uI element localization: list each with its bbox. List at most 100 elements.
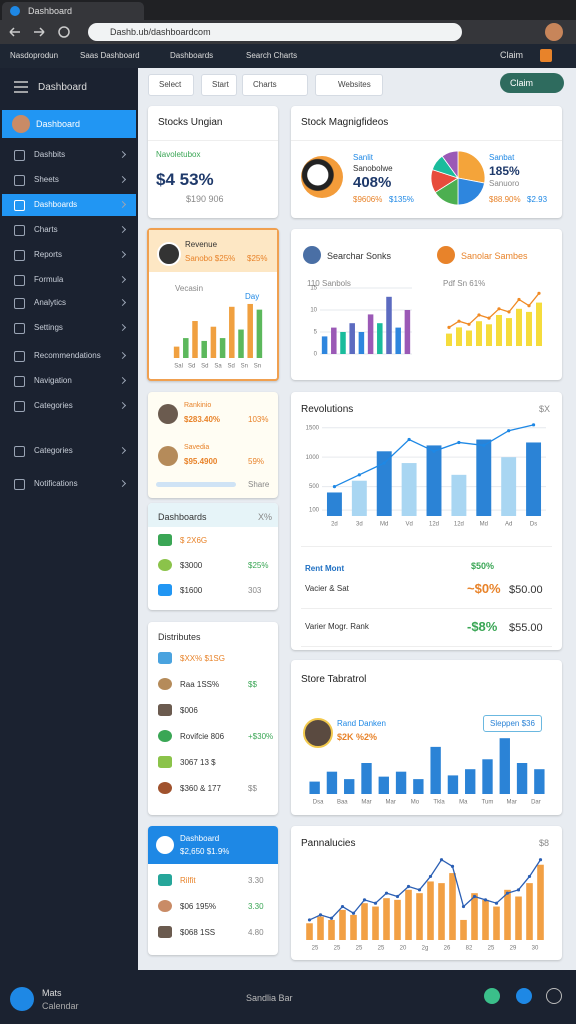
card-title: Store Tabratrol xyxy=(301,674,367,685)
chart-label: Pdf Sn 61% xyxy=(443,279,486,288)
badge: X% xyxy=(258,512,273,522)
nav-item[interactable]: Settings xyxy=(2,317,136,339)
claim-button[interactable]: Claim xyxy=(500,73,564,93)
bar xyxy=(427,881,434,940)
toolbar-button[interactable]: Charts xyxy=(242,74,308,96)
nav-item[interactable]: Dashboards xyxy=(2,194,136,216)
card-title: Stock Magnigfideos xyxy=(301,117,389,128)
nav-item[interactable]: Reports xyxy=(2,244,136,266)
bar xyxy=(493,906,500,940)
toolbar-button[interactable]: Select xyxy=(148,74,194,96)
x-tick-label: Mar xyxy=(386,800,396,806)
toolbar-button[interactable]: Start xyxy=(201,74,237,96)
x-tick-label: 82 xyxy=(466,946,473,952)
nav-item[interactable]: Navigation xyxy=(2,370,136,392)
nav-item[interactable]: Sheets xyxy=(2,169,136,191)
chart-label: 110 Sanbols xyxy=(307,279,351,288)
nav-item[interactable]: Categories xyxy=(2,395,136,417)
line-point xyxy=(516,888,521,892)
user-name: Mats xyxy=(42,988,62,998)
row-value: $283.40% xyxy=(184,415,221,424)
nav-item[interactable]: Analytics xyxy=(2,292,136,314)
bar xyxy=(378,776,389,794)
row-pct: 103% xyxy=(248,415,269,424)
bar xyxy=(238,329,244,358)
tab[interactable]: Dashboard xyxy=(2,2,144,20)
x-tick-label: Vd xyxy=(405,522,412,528)
foot: $88.90% xyxy=(489,195,521,204)
value: $2K %2% xyxy=(337,732,378,742)
url-field[interactable]: Dashb.ub/dashboardcom xyxy=(88,23,462,41)
x-tick-label: Md xyxy=(380,522,388,528)
nav-icon xyxy=(14,401,25,412)
bar xyxy=(496,315,502,346)
nav-item[interactable]: Formula xyxy=(2,269,136,291)
x-tick-label: Sn xyxy=(241,364,248,370)
sub: Sanobolwe xyxy=(353,164,393,173)
row-icon xyxy=(158,730,172,742)
chevron xyxy=(118,225,127,234)
icon[interactable] xyxy=(546,988,562,1004)
line-point xyxy=(457,319,461,323)
profile-item[interactable]: Dashboard xyxy=(2,110,136,138)
row-name: Rankinio xyxy=(184,402,212,409)
line-point xyxy=(477,313,481,317)
sub: $2,650 $1.9% xyxy=(180,847,230,856)
x-tick-label: Ma xyxy=(459,800,468,806)
x-tick-label: Sd xyxy=(201,364,208,370)
nav-label: Reports xyxy=(34,250,63,259)
chevron xyxy=(118,275,127,284)
bar xyxy=(476,439,492,516)
tab-bar xyxy=(0,0,576,20)
bar xyxy=(416,893,423,940)
nav-item[interactable]: Charts xyxy=(2,219,136,241)
nav-item[interactable]: Dashbits xyxy=(2,144,136,166)
bookmark-action[interactable]: Claim xyxy=(500,50,524,60)
nav-item[interactable]: Categories xyxy=(2,440,136,462)
sidebar-title: Dashboard xyxy=(38,82,87,93)
nav-item[interactable]: Recommendations xyxy=(2,345,136,367)
bar xyxy=(358,332,365,354)
dashboards-card: Dashboards X% $ 2X6G $3000 $25% $1600 303 xyxy=(148,503,278,610)
bar xyxy=(326,492,342,516)
menu-icon[interactable] xyxy=(14,81,28,93)
row-name: Rent Mont xyxy=(305,564,345,573)
nav-icon xyxy=(14,298,25,309)
nav-label: Sheets xyxy=(34,175,59,184)
line-point xyxy=(494,901,499,905)
line-point xyxy=(527,304,531,308)
bar xyxy=(367,314,374,354)
profile-name: Dashboard xyxy=(36,119,81,129)
icon[interactable] xyxy=(516,988,532,1004)
toolbar-button[interactable]: Websites xyxy=(315,74,383,96)
bar xyxy=(229,306,235,358)
icon[interactable] xyxy=(484,988,500,1004)
y-tick-label: 15 xyxy=(310,286,317,292)
chart-label: Vecasin xyxy=(175,284,204,293)
bar xyxy=(309,781,320,794)
badge: $X xyxy=(539,404,551,414)
row-icon xyxy=(158,652,172,664)
revolutions-card: Revolutions $X Rent Mont $50% Vacier & Sat… xyxy=(291,392,562,650)
bar xyxy=(482,759,493,794)
line-point xyxy=(531,423,536,427)
bar xyxy=(449,873,456,940)
line-point xyxy=(373,901,378,905)
icon[interactable] xyxy=(540,49,552,62)
avatar[interactable] xyxy=(10,987,34,1011)
profile-avatar[interactable] xyxy=(545,23,563,41)
name: Sanlit xyxy=(353,153,374,162)
chevron xyxy=(118,351,127,360)
bar xyxy=(526,311,532,346)
bar-line-chart xyxy=(446,291,542,346)
x-tick-label: 12d xyxy=(454,522,464,528)
foot: $9606% xyxy=(353,195,383,204)
nav-item[interactable]: Notifications xyxy=(2,473,136,495)
row-icon xyxy=(158,782,172,794)
x-tick-label: 25 xyxy=(378,946,385,952)
row-icon xyxy=(158,704,172,716)
bar xyxy=(456,327,462,346)
title: Sanolar Sambes xyxy=(461,251,528,261)
bookmark: Dashboards xyxy=(170,51,214,60)
row-label: $06 195% xyxy=(180,902,217,911)
